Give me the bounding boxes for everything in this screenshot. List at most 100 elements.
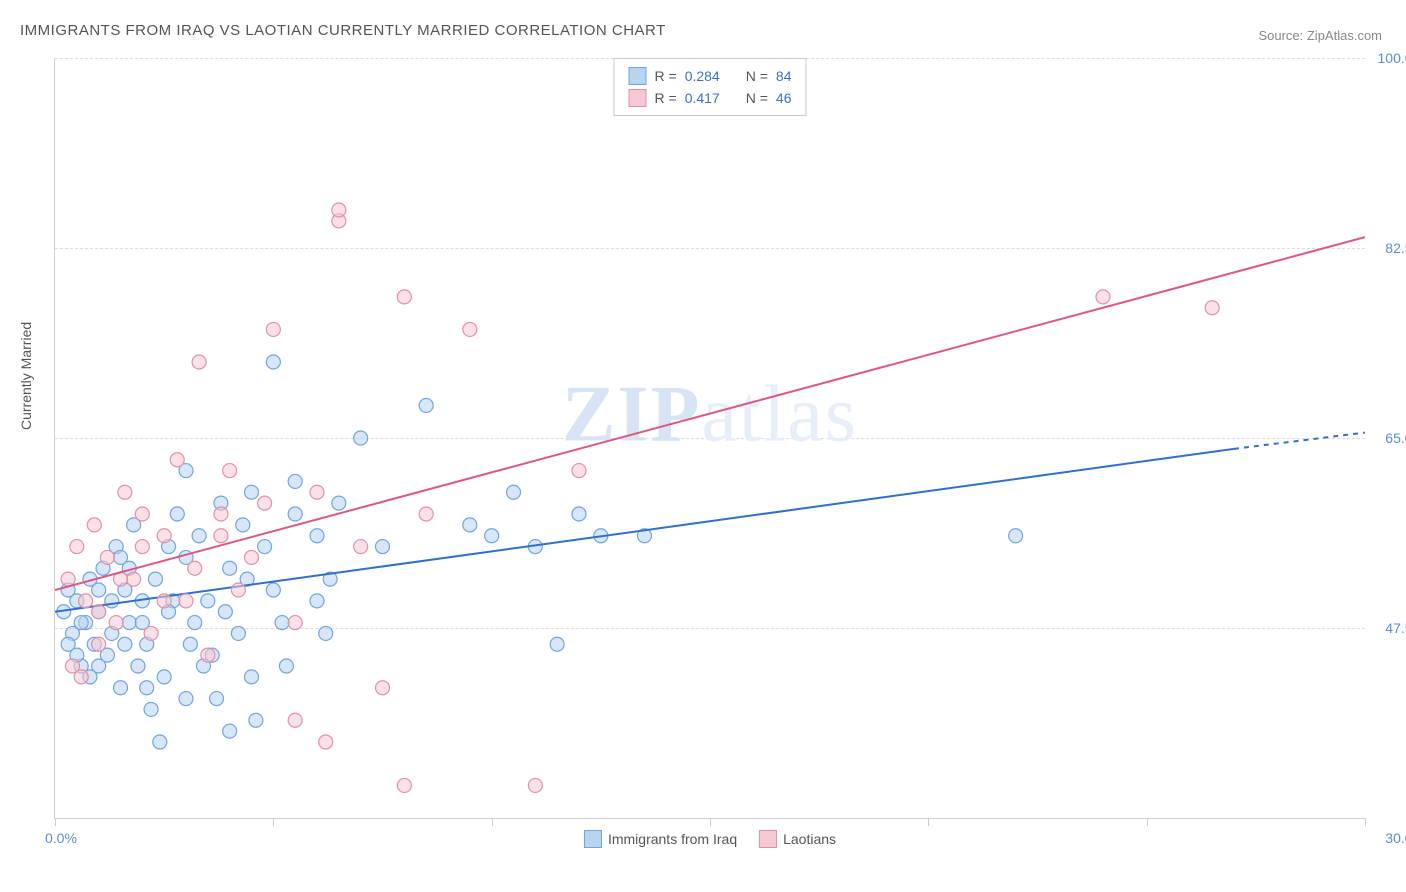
data-point: [288, 474, 302, 488]
data-point: [319, 735, 333, 749]
data-point: [332, 496, 346, 510]
x-tick: [710, 818, 711, 826]
legend-series-label: Laotians: [783, 831, 836, 847]
data-point: [183, 637, 197, 651]
source-label: Source: ZipAtlas.com: [1258, 28, 1382, 43]
data-point: [507, 485, 521, 499]
regression-line-extrapolated: [1234, 433, 1365, 449]
data-point: [127, 572, 141, 586]
legend-series-item: Laotians: [759, 830, 836, 848]
x-tick: [55, 818, 56, 826]
data-point: [218, 605, 232, 619]
data-point: [157, 670, 171, 684]
data-point: [148, 572, 162, 586]
legend-swatch: [584, 830, 602, 848]
data-point: [550, 637, 564, 651]
data-point: [188, 561, 202, 575]
x-tick: [492, 818, 493, 826]
data-point: [144, 702, 158, 716]
n-label: N =: [746, 87, 768, 109]
data-point: [266, 355, 280, 369]
data-point: [319, 626, 333, 640]
data-point: [485, 529, 499, 543]
data-point: [572, 464, 586, 478]
data-point: [92, 583, 106, 597]
data-point: [288, 507, 302, 521]
chart-svg: [55, 58, 1365, 818]
data-point: [258, 496, 272, 510]
plot-area: ZIPatlas R =0.284N =84R =0.417N =46 47.5…: [54, 58, 1365, 819]
data-point: [288, 713, 302, 727]
r-label: R =: [655, 65, 677, 87]
data-point: [354, 540, 368, 554]
data-point: [105, 594, 119, 608]
data-point: [310, 529, 324, 543]
x-tick: [1147, 818, 1148, 826]
data-point: [201, 648, 215, 662]
data-point: [109, 616, 123, 630]
data-point: [201, 594, 215, 608]
data-point: [258, 540, 272, 554]
x-min-label: 0.0%: [45, 830, 77, 846]
y-tick-label: 100.0%: [1378, 50, 1406, 66]
legend-series-item: Immigrants from Iraq: [584, 830, 737, 848]
data-point: [332, 203, 346, 217]
r-value: 0.417: [685, 87, 720, 109]
y-tick-label: 82.5%: [1385, 240, 1406, 256]
data-point: [92, 637, 106, 651]
data-point: [79, 594, 93, 608]
data-point: [266, 322, 280, 336]
data-point: [92, 605, 106, 619]
data-point: [1205, 301, 1219, 315]
legend-swatch: [629, 67, 647, 85]
data-point: [231, 583, 245, 597]
legend-swatch: [759, 830, 777, 848]
data-point: [114, 681, 128, 695]
data-point: [572, 507, 586, 521]
data-point: [74, 616, 88, 630]
data-point: [279, 659, 293, 673]
data-point: [249, 713, 263, 727]
chart-title: IMMIGRANTS FROM IRAQ VS LAOTIAN CURRENTL…: [20, 22, 666, 39]
r-value: 0.284: [685, 65, 720, 87]
data-point: [153, 735, 167, 749]
data-point: [463, 322, 477, 336]
x-tick: [928, 818, 929, 826]
data-point: [157, 529, 171, 543]
data-point: [87, 518, 101, 532]
data-point: [231, 626, 245, 640]
data-point: [245, 485, 259, 499]
data-point: [131, 659, 145, 673]
data-point: [214, 507, 228, 521]
data-point: [275, 616, 289, 630]
data-point: [397, 778, 411, 792]
n-value: 84: [776, 65, 792, 87]
data-point: [170, 507, 184, 521]
data-point: [188, 616, 202, 630]
data-point: [74, 670, 88, 684]
data-point: [210, 692, 224, 706]
data-point: [266, 583, 280, 597]
x-tick: [1365, 818, 1366, 826]
legend-stats-row: R =0.417N =46: [629, 87, 792, 109]
data-point: [61, 637, 75, 651]
data-point: [118, 637, 132, 651]
r-label: R =: [655, 87, 677, 109]
data-point: [419, 507, 433, 521]
data-point: [245, 670, 259, 684]
y-tick-label: 65.0%: [1385, 430, 1406, 446]
chart-container: IMMIGRANTS FROM IRAQ VS LAOTIAN CURRENTL…: [0, 0, 1406, 892]
data-point: [528, 778, 542, 792]
data-point: [179, 594, 193, 608]
data-point: [419, 398, 433, 412]
data-point: [118, 485, 132, 499]
data-point: [1009, 529, 1023, 543]
data-point: [192, 529, 206, 543]
data-point: [397, 290, 411, 304]
data-point: [157, 594, 171, 608]
legend-swatch: [629, 89, 647, 107]
regression-line: [55, 237, 1365, 590]
data-point: [376, 540, 390, 554]
data-point: [135, 507, 149, 521]
data-point: [223, 724, 237, 738]
